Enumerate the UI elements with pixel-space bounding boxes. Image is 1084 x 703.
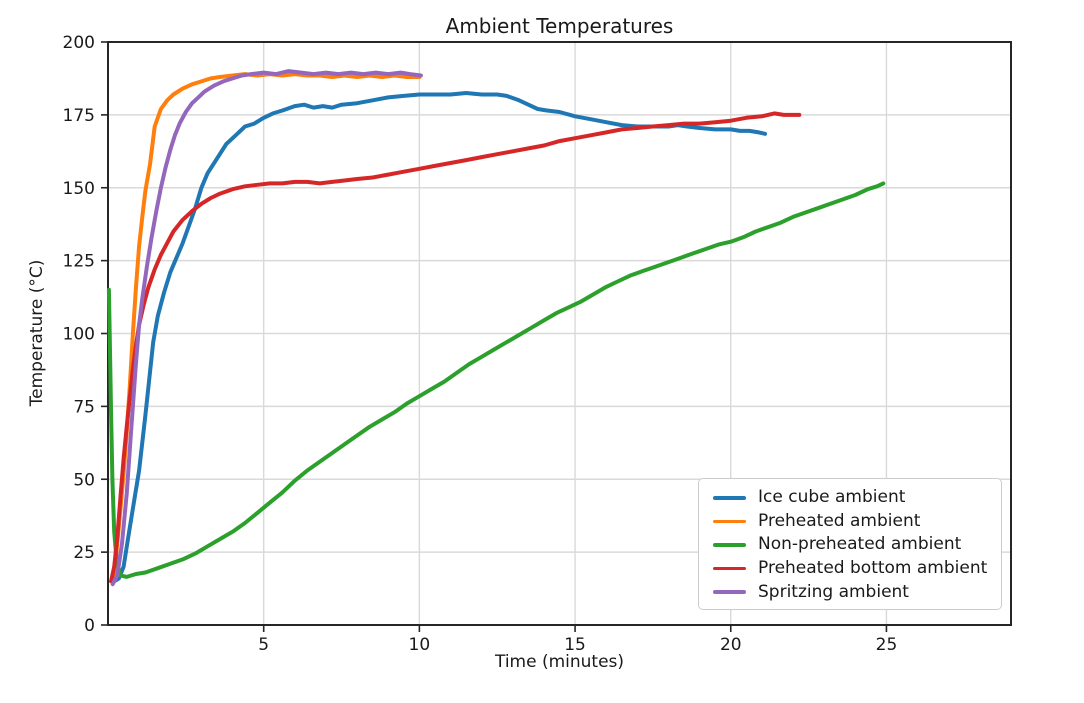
series-line-spritzing-ambient — [110, 69, 423, 587]
legend-line-sample — [713, 543, 746, 547]
series-line-non-preheated-ambient — [106, 181, 886, 579]
chart-title: Ambient Temperatures — [445, 14, 674, 38]
x-tick-label: 10 — [409, 635, 431, 655]
y-tick-label: 150 — [63, 179, 95, 199]
y-tick-label: 100 — [63, 325, 95, 345]
x-tick-label: 15 — [564, 635, 586, 655]
y-tick-label: 200 — [63, 33, 95, 53]
legend-label: Non-preheated ambient — [758, 534, 962, 555]
x-tick-label: 25 — [876, 635, 898, 655]
y-tick-label: 75 — [73, 397, 95, 417]
legend-label: Spritzing ambient — [758, 581, 909, 602]
y-tick-label: 0 — [84, 616, 95, 636]
y-tick-label: 25 — [73, 543, 95, 563]
legend-line-sample — [713, 519, 746, 524]
legend-line-sample — [713, 590, 746, 594]
legend-label: Preheated ambient — [758, 510, 921, 531]
legend-line-sample — [713, 566, 746, 571]
x-tick-label: 20 — [720, 635, 742, 655]
series-line-preheated-bottom-ambient — [109, 111, 802, 584]
x-tick-label: 5 — [258, 635, 269, 655]
legend-label: Ice cube ambient — [758, 487, 906, 508]
legend-item-non-preheated-ambient: Non-preheated ambient — [699, 533, 1001, 557]
legend-item-spritzing-ambient: Spritzing ambient — [699, 580, 1001, 604]
legend-item-preheated-bottom-ambient: Preheated bottom ambient — [699, 557, 1001, 581]
legend-line-sample — [713, 496, 746, 500]
y-tick-label: 125 — [63, 252, 95, 272]
y-tick-label: 50 — [73, 470, 95, 490]
y-axis-label: Temperature (°C) — [27, 259, 47, 407]
legend-label: Preheated bottom ambient — [758, 558, 988, 579]
legend: Ice cube ambient Preheated ambient Non-pre… — [698, 478, 1002, 610]
y-tick-label: 175 — [63, 106, 95, 126]
legend-item-preheated-ambient: Preheated ambient — [699, 510, 1001, 534]
legend-item-ice-cube-ambient: Ice cube ambient — [699, 486, 1001, 510]
x-axis-label: Time (minutes) — [494, 652, 625, 672]
